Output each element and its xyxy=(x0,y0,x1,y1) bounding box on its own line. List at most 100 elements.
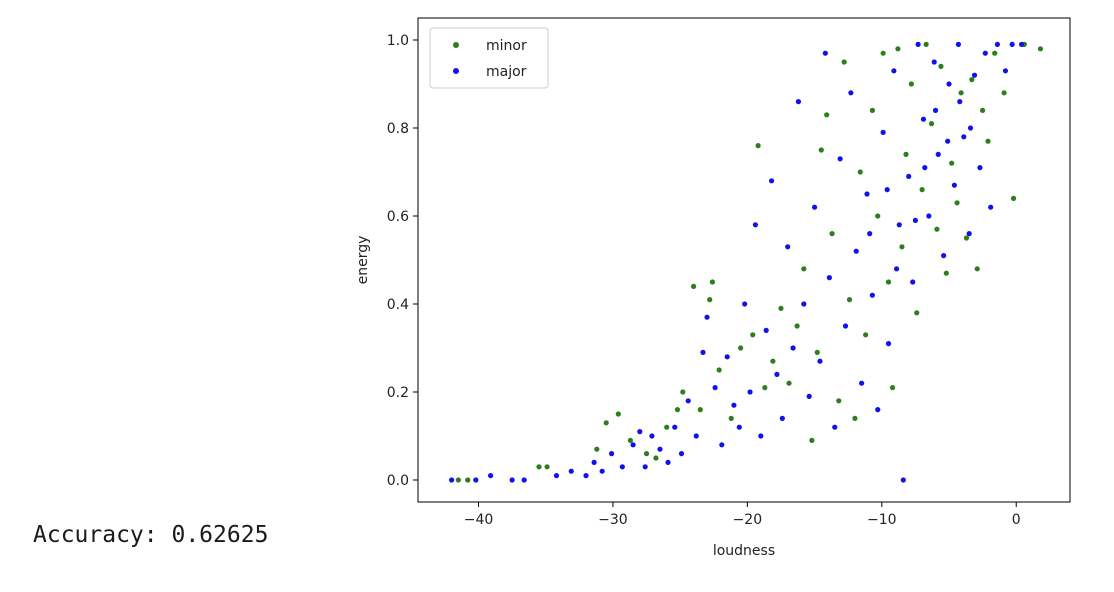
point-major xyxy=(742,301,748,307)
point-minor xyxy=(903,151,909,157)
point-minor xyxy=(750,332,756,338)
point-major xyxy=(853,248,859,254)
point-major xyxy=(884,187,890,193)
point-major xyxy=(945,138,951,144)
point-major xyxy=(880,129,886,135)
point-minor xyxy=(889,385,896,391)
point-major xyxy=(957,99,963,105)
point-major xyxy=(521,477,527,483)
point-minor xyxy=(846,297,853,303)
point-minor xyxy=(814,349,820,355)
point-major xyxy=(931,59,937,65)
point-major xyxy=(971,72,978,78)
point-major xyxy=(1009,41,1015,48)
point-major xyxy=(906,173,912,179)
point-minor xyxy=(680,389,686,395)
point-minor xyxy=(664,424,670,430)
point-minor xyxy=(544,464,550,470)
point-major xyxy=(785,244,791,250)
point-minor xyxy=(709,279,716,285)
point-major xyxy=(806,393,812,399)
legend-marker xyxy=(453,42,459,48)
point-major xyxy=(724,354,730,360)
point-major xyxy=(779,415,785,421)
point-major xyxy=(599,468,605,474)
legend-box xyxy=(429,27,549,89)
point-major xyxy=(817,358,823,364)
point-minor xyxy=(908,81,914,87)
point-major xyxy=(591,459,597,465)
y-axis-label: energy xyxy=(355,236,371,285)
point-minor xyxy=(778,305,784,311)
point-minor xyxy=(801,266,807,272)
x-tick-label: 0 xyxy=(1012,512,1021,528)
legend: minor major xyxy=(429,27,549,89)
point-minor xyxy=(875,213,881,219)
point-major xyxy=(920,116,927,122)
point-minor xyxy=(992,50,998,56)
point-major xyxy=(608,451,615,457)
legend-label: major xyxy=(486,64,527,80)
point-minor xyxy=(969,77,975,83)
point-minor xyxy=(829,231,835,237)
point-major xyxy=(891,68,897,74)
point-minor xyxy=(880,50,886,56)
point-major xyxy=(966,231,972,237)
point-minor xyxy=(963,235,970,241)
point-major xyxy=(896,222,902,228)
point-major xyxy=(719,442,725,448)
point-major xyxy=(693,433,699,439)
point-major xyxy=(832,424,838,430)
y-tick-label: 0.8 xyxy=(387,121,409,137)
point-minor xyxy=(928,121,935,127)
point-major xyxy=(583,473,589,479)
x-tick-label: −30 xyxy=(598,512,628,528)
point-major xyxy=(977,165,983,171)
point-major xyxy=(712,385,718,391)
point-minor xyxy=(974,266,980,272)
point-minor xyxy=(938,63,944,69)
point-minor xyxy=(770,358,776,364)
point-minor xyxy=(762,385,768,391)
point-major xyxy=(1019,41,1025,48)
point-minor xyxy=(738,345,744,351)
point-minor xyxy=(985,138,991,144)
point-major xyxy=(811,204,818,210)
point-major xyxy=(875,407,881,413)
point-minor xyxy=(899,244,905,250)
point-major xyxy=(826,275,832,281)
point-minor xyxy=(690,283,697,289)
x-tick-label: −20 xyxy=(733,512,763,528)
point-minor xyxy=(841,59,847,65)
point-major xyxy=(790,345,796,351)
x-tick-label: −40 xyxy=(464,512,494,528)
accuracy-output: Accuracy: 0.62625 xyxy=(33,522,268,548)
x-axis-label: loudness xyxy=(713,543,775,559)
point-minor xyxy=(836,398,842,404)
x-tick-label: −10 xyxy=(867,512,897,528)
point-major xyxy=(982,50,988,56)
point-major xyxy=(509,477,515,483)
point-major xyxy=(951,182,957,188)
point-major xyxy=(774,371,780,377)
point-minor xyxy=(594,446,600,452)
point-major xyxy=(961,134,967,140)
point-minor xyxy=(707,297,713,303)
point-major xyxy=(915,41,921,48)
point-minor xyxy=(728,415,734,421)
point-major xyxy=(955,41,962,48)
y-tick-label: 1.0 xyxy=(387,33,409,49)
point-major xyxy=(1002,68,1009,74)
point-major xyxy=(941,253,947,259)
point-minor xyxy=(852,415,858,421)
y-tick-label: 0.2 xyxy=(387,385,409,401)
point-minor xyxy=(755,143,761,149)
point-minor xyxy=(794,323,800,329)
point-major xyxy=(926,213,932,219)
point-minor xyxy=(824,112,830,118)
point-major xyxy=(922,165,928,171)
point-major xyxy=(795,99,802,105)
y-tick-label: 0.6 xyxy=(387,209,409,225)
point-minor xyxy=(1037,46,1044,52)
